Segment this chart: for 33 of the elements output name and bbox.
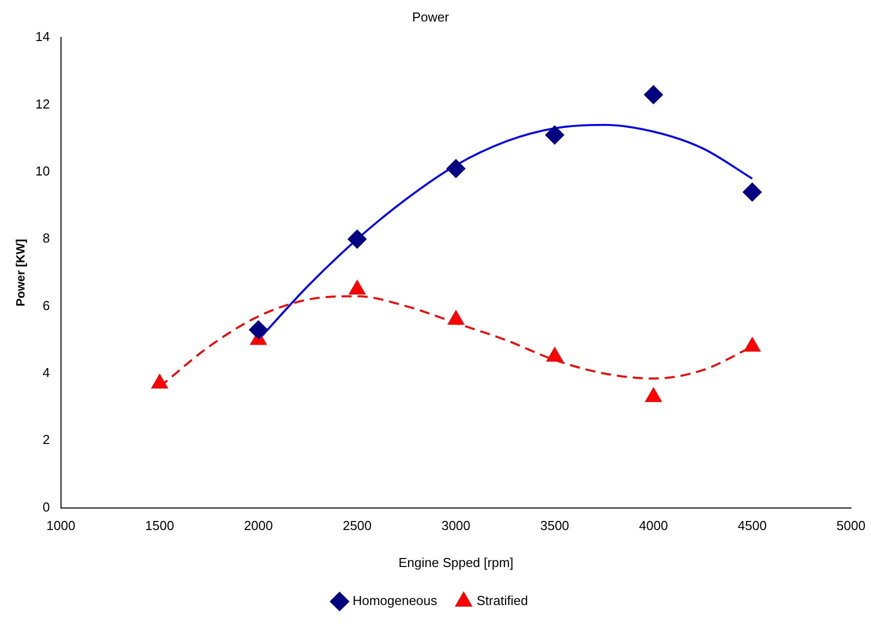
legend-label: Stratified: [476, 593, 528, 608]
x-tick-label: 3000: [441, 518, 470, 534]
point: [645, 387, 662, 402]
x-tick-label: 2000: [244, 518, 273, 534]
x-tick-label: 1000: [46, 518, 76, 534]
x-tick-label: 1500: [145, 518, 174, 534]
point: [448, 310, 464, 325]
point: [744, 337, 761, 352]
x-tick-label: 4000: [639, 518, 668, 534]
y-tick-label: 6: [42, 298, 50, 313]
x-tick-label: 2500: [342, 518, 372, 534]
point: [151, 374, 168, 389]
y-tick-label: 10: [35, 164, 50, 179]
y-tick-label: 14: [35, 29, 50, 44]
point: [446, 159, 466, 178]
y-tick-label: 4: [42, 365, 50, 380]
point: [546, 347, 563, 362]
point: [348, 230, 367, 249]
x-tick-label: 4500: [738, 518, 767, 534]
point: [348, 280, 366, 294]
y-tick-label: 12: [35, 96, 50, 112]
point: [644, 85, 663, 104]
y-tick-label: 0: [42, 499, 50, 514]
x-axis-title: Engine Spped [rpm]: [398, 554, 514, 570]
point: [742, 182, 762, 202]
point: [545, 126, 564, 144]
x-tick-label: 5000: [836, 518, 866, 534]
y-tick-label: 2: [42, 432, 50, 448]
x-tick-label: 3500: [540, 518, 570, 534]
y-axis-title: Power [KW]: [14, 239, 28, 306]
legend-label: Homogeneous: [352, 593, 438, 608]
y-tick-label: 8: [42, 230, 50, 246]
chart-title: Power: [412, 9, 450, 24]
